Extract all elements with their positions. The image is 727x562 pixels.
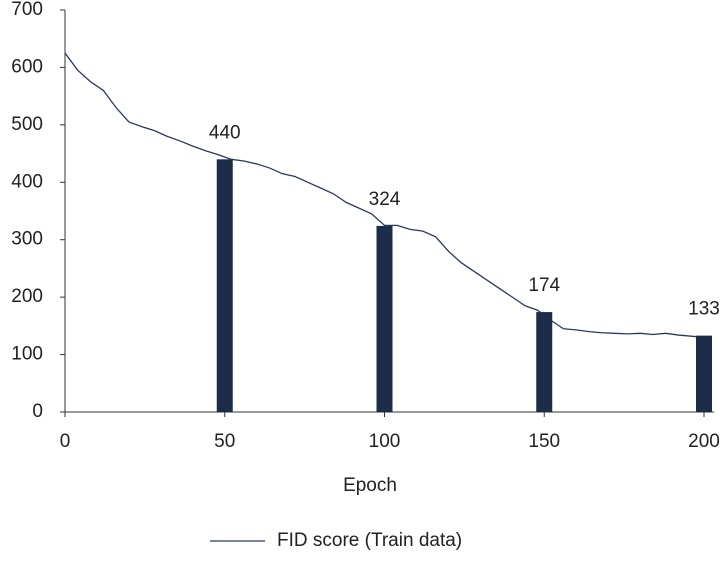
x-tick-label: 0 [60,431,71,452]
x-tick-label: 200 [688,431,720,452]
y-tick-label: 0 [32,401,43,422]
line [64,52,705,338]
y-tick-label: 400 [11,171,43,192]
y-tick-label: 600 [11,56,43,77]
data-label: 440 [209,122,241,143]
x-axis-label: Epoch [343,475,397,496]
y-tick-label: 700 [11,0,43,20]
data-label: 133 [688,299,720,320]
bar [696,335,712,412]
bar [376,225,393,412]
y-tick-label: 300 [11,229,43,250]
x-tick-label: 100 [369,431,401,452]
x-tick-label: 50 [214,431,235,452]
y-tick-label: 500 [11,114,43,135]
data-label: 174 [528,275,560,296]
data-label: 324 [369,189,401,210]
y-tick-label: 200 [11,286,43,307]
legend-label: FID score (Train data) [277,530,462,551]
y-tick-label: 100 [11,344,43,365]
bar [216,159,233,412]
x-tick-label: 150 [528,431,560,452]
bar [536,312,553,412]
